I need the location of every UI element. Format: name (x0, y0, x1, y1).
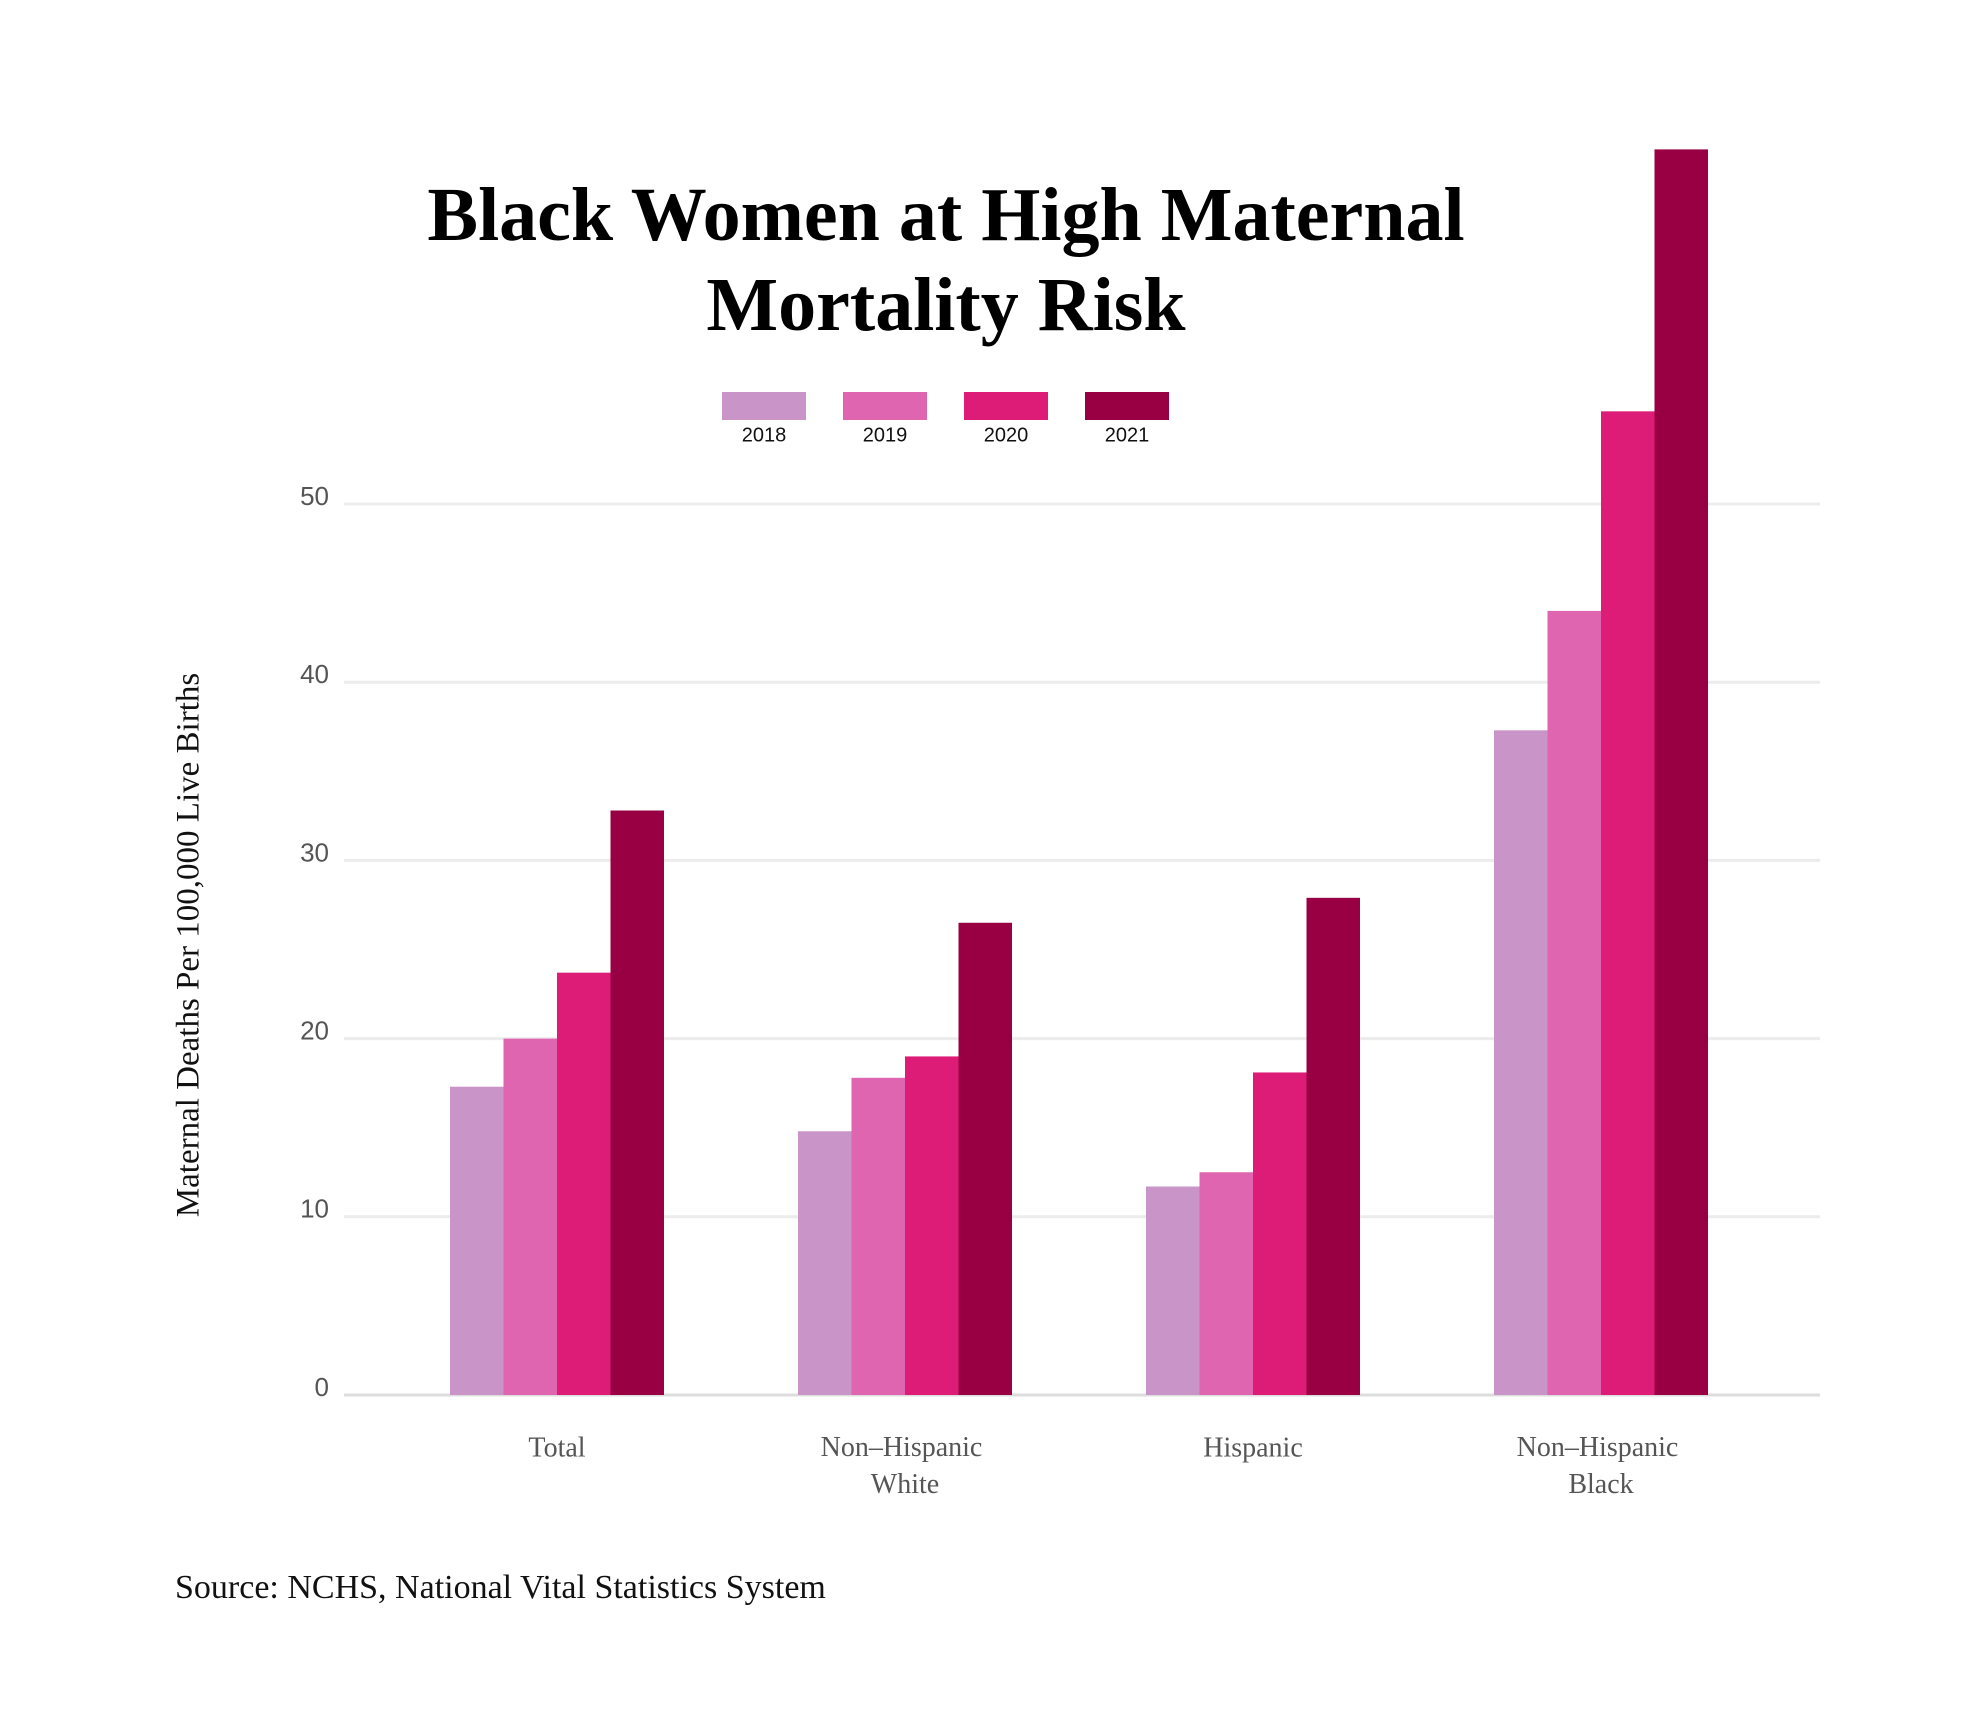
bar (1306, 897, 1360, 1395)
legend-swatch (722, 392, 806, 420)
legend-label: 2020 (984, 424, 1029, 446)
bar (450, 1086, 504, 1395)
legend-swatch (1085, 392, 1169, 420)
bar (1654, 149, 1708, 1396)
x-tick-label: Non–Hispanic Black (1517, 1432, 1686, 1500)
y-tick-label: 50 (300, 481, 329, 511)
bar (1253, 1072, 1307, 1395)
x-tick-label: Hispanic (1203, 1432, 1303, 1463)
bar (1547, 610, 1601, 1395)
y-axis-label: Maternal Deaths Per 100,000 Live Births (171, 673, 207, 1217)
bar (557, 972, 611, 1395)
bar (851, 1077, 905, 1395)
bar (1146, 1186, 1200, 1395)
bar (1601, 411, 1655, 1395)
y-tick-label: 0 (315, 1372, 329, 1402)
legend-swatch (964, 392, 1048, 420)
legend-swatch (843, 392, 927, 420)
legend-label: 2019 (863, 424, 908, 446)
bar (958, 922, 1012, 1395)
y-tick-label: 30 (300, 837, 329, 867)
legend-label: 2018 (742, 424, 787, 446)
bar (1199, 1172, 1253, 1395)
bar (1494, 730, 1548, 1395)
bar (905, 1056, 959, 1395)
x-tick-label: Non–Hispanic White (821, 1432, 990, 1500)
x-tick-label: Total (528, 1432, 585, 1463)
y-tick-label: 20 (300, 1015, 329, 1045)
bar (503, 1038, 557, 1395)
chart-title: Black Women at High Maternal Mortality R… (427, 173, 1465, 347)
bar (610, 810, 664, 1395)
y-tick-label: 40 (300, 659, 329, 689)
legend-label: 2021 (1105, 424, 1150, 446)
source: Source: NCHS, National Vital Statistics … (175, 1569, 826, 1606)
bar (798, 1131, 852, 1395)
y-tick-label: 10 (300, 1194, 329, 1224)
